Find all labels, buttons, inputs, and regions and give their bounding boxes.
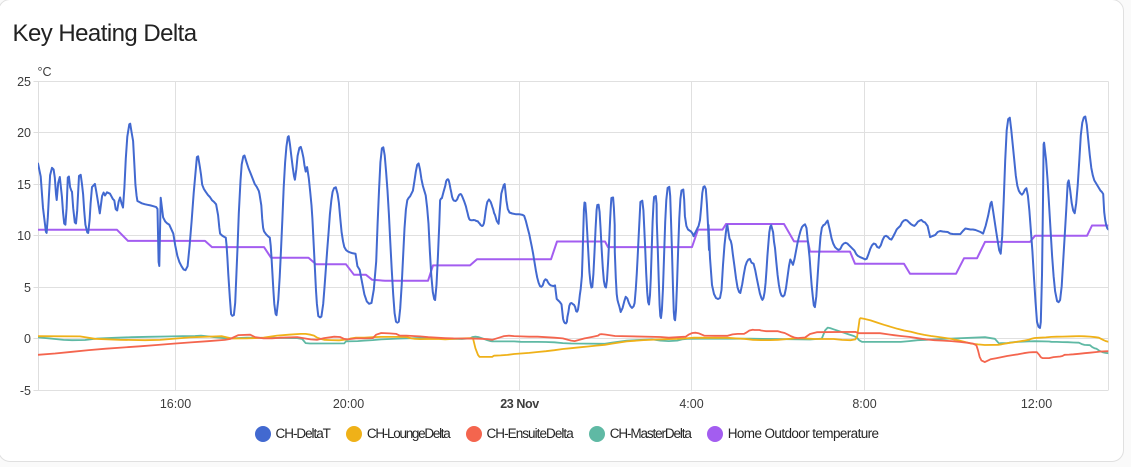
svg-text:20: 20 <box>17 126 31 140</box>
svg-text:20:00: 20:00 <box>333 397 364 411</box>
svg-text:-5: -5 <box>20 384 31 398</box>
svg-text:5: 5 <box>24 281 31 295</box>
svg-text:°C: °C <box>38 65 52 79</box>
svg-text:8:00: 8:00 <box>852 397 876 411</box>
svg-text:12:00: 12:00 <box>1021 397 1052 411</box>
svg-text:16:00: 16:00 <box>160 397 191 411</box>
svg-text:15: 15 <box>17 178 31 192</box>
svg-text:23 Nov: 23 Nov <box>500 397 539 411</box>
svg-text:4:00: 4:00 <box>679 397 703 411</box>
svg-text:0: 0 <box>24 332 31 346</box>
svg-text:25: 25 <box>17 75 31 89</box>
svg-text:10: 10 <box>17 229 31 243</box>
